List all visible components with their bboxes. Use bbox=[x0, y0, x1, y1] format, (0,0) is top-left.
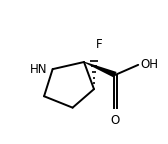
Text: O: O bbox=[111, 114, 120, 127]
Polygon shape bbox=[84, 62, 117, 78]
Text: OH: OH bbox=[140, 58, 158, 71]
Text: HN: HN bbox=[30, 63, 48, 76]
Text: F: F bbox=[95, 38, 102, 51]
